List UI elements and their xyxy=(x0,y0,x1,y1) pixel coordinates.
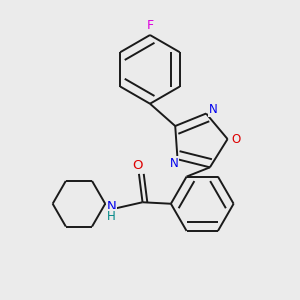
Text: F: F xyxy=(146,19,154,32)
Text: N: N xyxy=(106,200,116,213)
Text: O: O xyxy=(132,159,143,172)
Text: N: N xyxy=(169,157,178,170)
Text: O: O xyxy=(231,133,241,146)
Text: N: N xyxy=(209,103,218,116)
Text: H: H xyxy=(107,210,116,223)
